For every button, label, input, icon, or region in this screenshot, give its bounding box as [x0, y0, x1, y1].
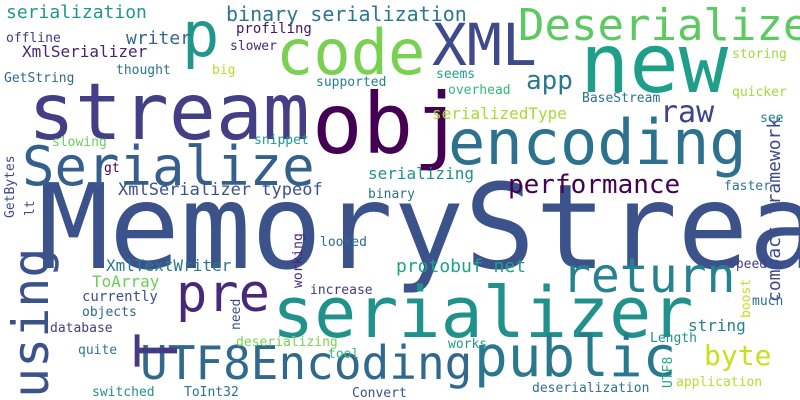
cloud-word: offline	[6, 31, 61, 46]
cloud-word: gt	[104, 161, 120, 176]
cloud-word: increase	[310, 283, 373, 298]
cloud-word: UTF8Encoding	[140, 336, 473, 390]
cloud-word: XmlSerializer typeof	[118, 180, 323, 200]
cloud-word: profiling	[236, 21, 312, 37]
cloud-word: storing	[732, 47, 787, 62]
cloud-word: deserializing	[236, 335, 338, 350]
cloud-word: ToArray	[92, 272, 160, 291]
cloud-word: working	[291, 233, 306, 288]
cloud-word: performance	[508, 170, 681, 200]
cloud-word: return	[562, 248, 736, 304]
cloud-word: deserialization	[532, 381, 650, 396]
cloud-word: obj	[312, 75, 464, 173]
cloud-word: overhead	[448, 83, 511, 98]
cloud-word: big	[212, 63, 236, 78]
cloud-word: encoding	[448, 106, 747, 179]
cloud-word: seems	[436, 67, 476, 82]
cloud-word: binary serialization	[226, 2, 467, 26]
cloud-word: Length	[650, 331, 697, 346]
cloud-word: quicker	[732, 85, 787, 100]
cloud-word: protobuf net	[396, 256, 527, 277]
cloud-word: slower	[230, 39, 277, 54]
cloud-word: works	[448, 337, 488, 352]
cloud-word: serializing	[368, 164, 474, 183]
cloud-word: ToInt32	[184, 385, 239, 400]
cloud-word: GetString	[4, 71, 75, 86]
cloud-word: p	[182, 0, 220, 71]
cloud-word: MemoryStream	[38, 158, 800, 296]
cloud-word: slowing	[52, 135, 107, 150]
cloud-word: string	[688, 316, 746, 335]
cloud-word: Deserialize	[518, 0, 800, 51]
cloud-word: new	[580, 17, 729, 112]
cloud-word: raw	[660, 95, 715, 130]
cloud-word: tool	[328, 347, 360, 362]
cloud-word: thought	[116, 63, 171, 78]
cloud-word: objects	[82, 305, 137, 320]
cloud-word: serializer	[272, 272, 694, 354]
cloud-word: BaseStream	[582, 91, 661, 106]
cloud-word: stream	[28, 68, 310, 158]
cloud-word: public	[474, 325, 677, 390]
cloud-word: using	[2, 247, 60, 398]
cloud-word: compact framework	[764, 117, 785, 302]
cloud-word: UTF8	[661, 356, 676, 388]
cloud-word: code	[276, 16, 426, 89]
cloud-word: database	[50, 321, 113, 336]
cloud-word: XmlSerializer	[22, 42, 148, 61]
cloud-word: byte	[704, 339, 772, 372]
cloud-word: XML	[432, 11, 537, 79]
cloud-word: pre	[176, 264, 270, 324]
cloud-word: binary	[368, 187, 415, 202]
cloud-word: currently	[82, 289, 158, 305]
cloud-word: snippet	[254, 133, 309, 148]
cloud-word: speed	[728, 257, 768, 272]
cloud-word: app	[526, 66, 573, 96]
cloud-word: faster	[724, 179, 771, 194]
cloud-word: Serialize	[22, 135, 315, 198]
cloud-word: Convert	[352, 386, 407, 400]
cloud-word: looked	[320, 235, 367, 250]
cloud-word: T	[123, 333, 191, 368]
cloud-word: supported	[316, 75, 387, 90]
cloud-word: switched	[92, 385, 155, 400]
cloud-word: see	[760, 111, 784, 126]
cloud-word: need	[229, 298, 244, 330]
cloud-word: quite	[78, 343, 118, 358]
cloud-word: XmlTextWriter	[106, 256, 232, 275]
cloud-word: GetBytes	[3, 155, 18, 218]
cloud-word: much	[752, 294, 784, 309]
cloud-word: lt	[23, 200, 38, 216]
cloud-word: writer	[126, 28, 192, 49]
cloud-word: serializedType	[432, 104, 567, 123]
cloud-word: application	[676, 375, 763, 390]
cloud-word: serialization	[6, 2, 147, 23]
